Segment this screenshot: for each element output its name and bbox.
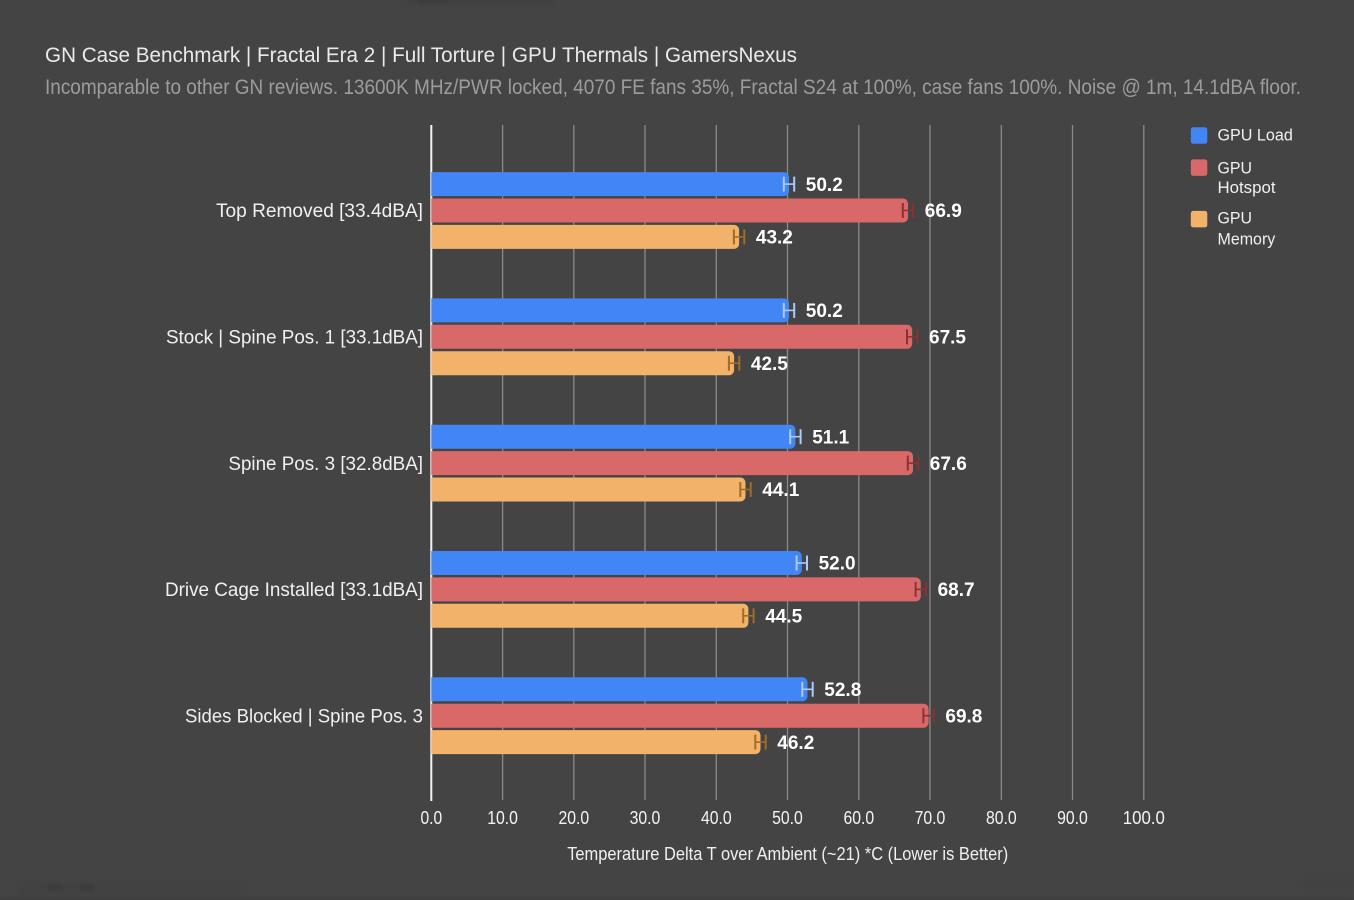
svg-text:69.8: 69.8 [945,706,982,727]
svg-text:40.0: 40.0 [701,808,732,828]
svg-text:43.2: 43.2 [756,228,793,249]
svg-text:30.0: 30.0 [630,808,661,828]
svg-text:46.2: 46.2 [777,733,814,754]
svg-text:Drive Cage Installed [33.1dBA]: Drive Cage Installed [33.1dBA] [165,580,423,601]
svg-text:10.0: 10.0 [487,808,518,828]
svg-text:Temperature Delta T over Ambie: Temperature Delta T over Ambient (~21) *… [567,843,1008,864]
svg-text:Top Removed [33.4dBA]: Top Removed [33.4dBA] [216,201,423,222]
svg-text:GN Case Benchmark | Fractal Er: GN Case Benchmark | Fractal Era 2 | Full… [45,43,797,67]
svg-text:GPU Load: GPU Load [1218,126,1293,145]
svg-text:67.6: 67.6 [930,454,967,475]
svg-text:GPU: GPU [1218,209,1253,228]
svg-text:67.5: 67.5 [929,328,966,349]
svg-text:60.0: 60.0 [843,808,874,828]
svg-text:GPU: GPU [1218,159,1253,178]
svg-text:Incomparable to other GN revie: Incomparable to other GN reviews. 13600K… [45,76,1301,99]
svg-text:50.2: 50.2 [806,301,843,322]
svg-text:100.0: 100.0 [1123,808,1165,828]
svg-text:68.7: 68.7 [938,580,975,601]
svg-text:50.2: 50.2 [806,175,843,196]
svg-text:80.0: 80.0 [986,808,1017,828]
svg-text:52.8: 52.8 [824,680,861,701]
svg-text:70.0: 70.0 [915,808,946,828]
svg-text:Sides Blocked | Spine Pos. 3: Sides Blocked | Spine Pos. 3 [185,706,423,727]
svg-text:44.5: 44.5 [765,607,802,628]
svg-text:Stock | Spine Pos. 1 [33.1dBA]: Stock | Spine Pos. 1 [33.1dBA] [166,328,423,349]
svg-text:Spine Pos. 3 [32.8dBA]: Spine Pos. 3 [32.8dBA] [228,454,423,475]
svg-text:44.1: 44.1 [762,480,799,501]
svg-text:20.0: 20.0 [558,808,589,828]
svg-text:Hotspot: Hotspot [1218,178,1276,197]
svg-text:90.0: 90.0 [1057,808,1088,828]
svg-text:66.9: 66.9 [925,201,962,222]
svg-text:42.5: 42.5 [751,354,788,375]
svg-text:51.1: 51.1 [812,427,849,448]
svg-text:50.0: 50.0 [772,808,803,828]
svg-text:0.0: 0.0 [420,808,442,828]
svg-text:Memory: Memory [1218,229,1276,248]
svg-text:52.0: 52.0 [819,554,856,575]
